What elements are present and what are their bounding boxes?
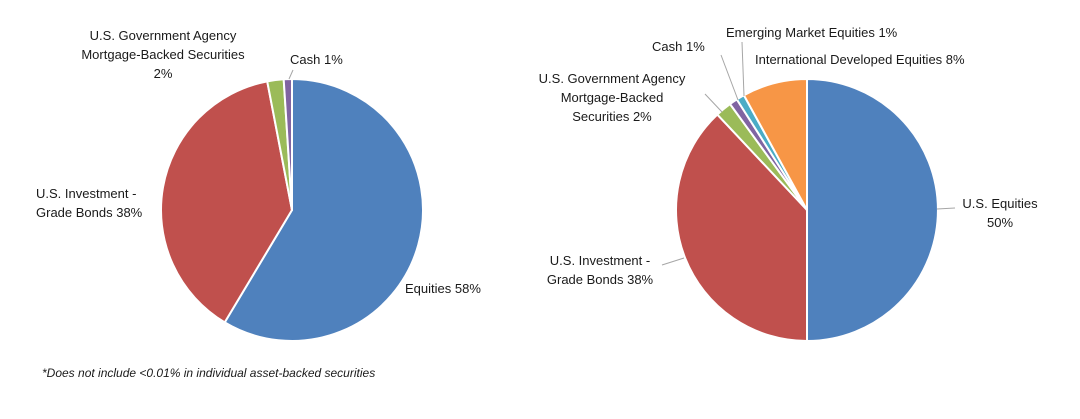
pie-slice-cash <box>282 77 293 211</box>
slice-label-international-developed-equities: International Developed Equities 8% <box>755 52 965 67</box>
pie-slice-u-s-equities <box>806 78 939 342</box>
leader-line-u-s-government-agency-mortgage-backed-securities <box>704 93 723 113</box>
leader-line-u-s-investment-grade-bonds <box>661 257 685 266</box>
slice-label-u-s-investment-grade-bonds: U.S. Investment -Grade Bonds 38% <box>547 253 654 287</box>
leader-line-cash <box>720 54 739 101</box>
pie-slice-u-s-investment-grade-bonds <box>160 80 293 324</box>
slice-label-emerging-market-equities: Emerging Market Equities 1% <box>726 25 898 40</box>
slice-label-cash: Cash 1% <box>652 39 705 54</box>
slice-label-u-s-government-agency-mortgage-backed-securities: U.S. Government Agency Mortgage-Backed Se… <box>81 28 245 81</box>
slice-label-cash: Cash 1% <box>290 52 343 67</box>
leader-line-emerging-market-equities <box>741 41 745 97</box>
pie-chart-left: Equities 58% U.S. Investment -Grade Bonds… <box>36 28 481 342</box>
slice-label-equities: Equities 58% <box>405 281 481 296</box>
slice-label-u-s-equities: U.S. Equities 50% <box>962 196 1038 230</box>
slice-label-u-s-investment-grade-bonds: U.S. Investment -Grade Bonds 38% <box>36 186 143 220</box>
footnote: *Does not include <0.01% in individual a… <box>42 366 375 380</box>
pie-slice-u-s-investment-grade-bonds <box>675 113 808 342</box>
leader-line-u-s-equities <box>936 207 956 210</box>
slice-label-u-s-government-agency-mortgage-backed-securities: U.S. Government Agency Mortgage-Backed Sec… <box>539 71 686 124</box>
pie-slice-equities <box>223 78 424 342</box>
pie-chart-right: U.S. Equities 50% U.S. Investment -Grade B… <box>539 25 1038 342</box>
leader-line-cash <box>288 69 294 80</box>
